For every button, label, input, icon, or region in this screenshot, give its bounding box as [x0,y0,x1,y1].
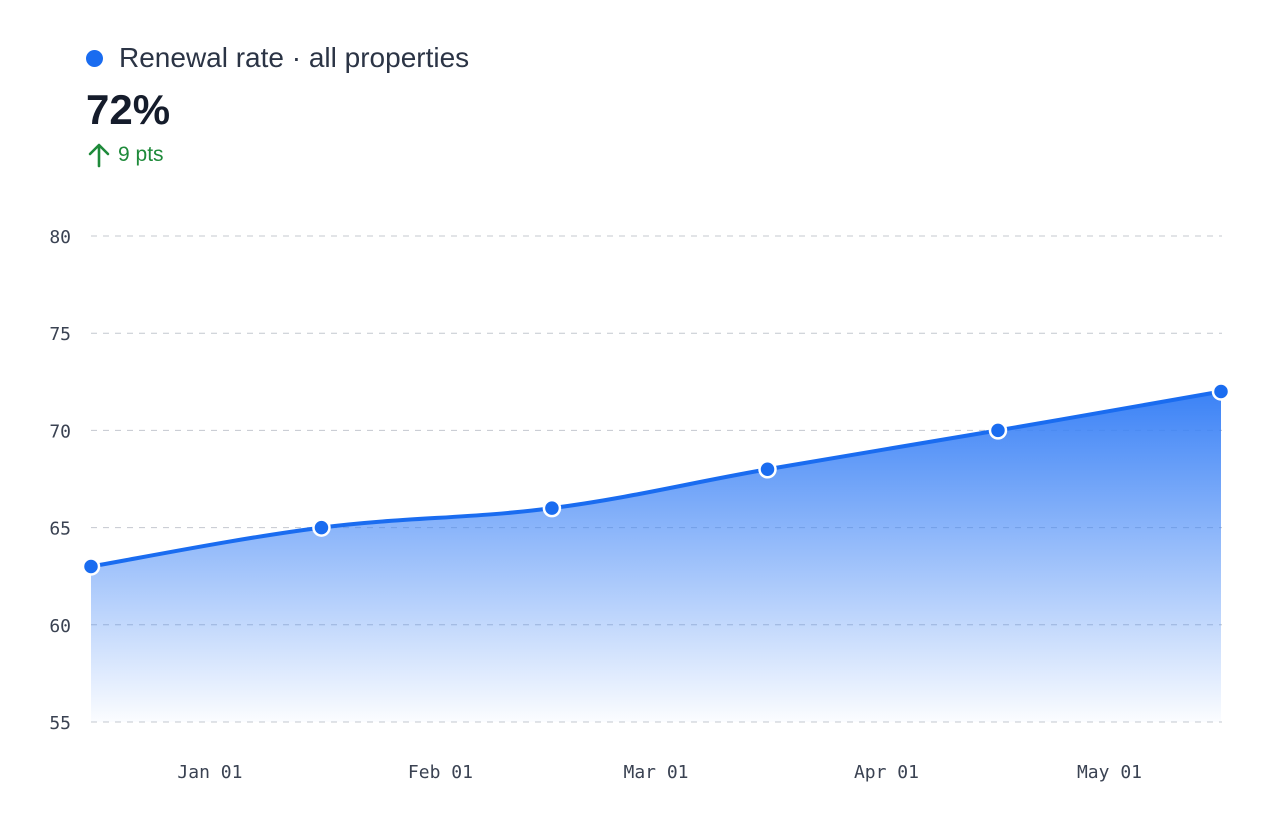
series-area [91,391,1221,722]
y-tick-label-75: 75 [49,324,71,345]
y-axis-ticks: 55 60 65 70 75 80 [49,227,71,734]
chart-legend: Renewal rate · all properties [86,42,469,74]
y-tick-label-65: 65 [49,519,71,540]
x-axis-ticks: Jan 01 Feb 01 Mar 01 Apr 01 May 01 [177,762,1142,783]
y-tick-label-55: 55 [49,713,71,734]
y-tick-label-70: 70 [49,421,71,442]
kpi-delta-text: 9 pts [118,143,164,166]
data-point[interactable] [81,557,101,576]
kpi-delta: 9 pts [88,142,164,168]
legend-label: Renewal rate · all properties [119,42,470,73]
series-line [89,389,1223,569]
x-tick-label: Feb 01 [408,762,473,783]
kpi-value: 72% [86,86,171,133]
x-tick-label: May 01 [1077,762,1142,783]
arrow-up-icon [88,143,110,168]
x-tick-label: Jan 01 [177,762,242,783]
data-point[interactable] [1211,382,1231,401]
data-point[interactable] [758,460,777,479]
data-point[interactable] [542,498,562,518]
y-tick-label-80: 80 [49,227,71,248]
data-point[interactable] [988,421,1008,440]
x-tick-label: Apr 01 [854,762,919,783]
y-tick-label-60: 60 [49,616,71,637]
legend-dot-icon [86,49,103,67]
data-point[interactable] [312,518,331,537]
x-tick-label: Mar 01 [623,762,688,783]
data-points [81,382,1231,576]
